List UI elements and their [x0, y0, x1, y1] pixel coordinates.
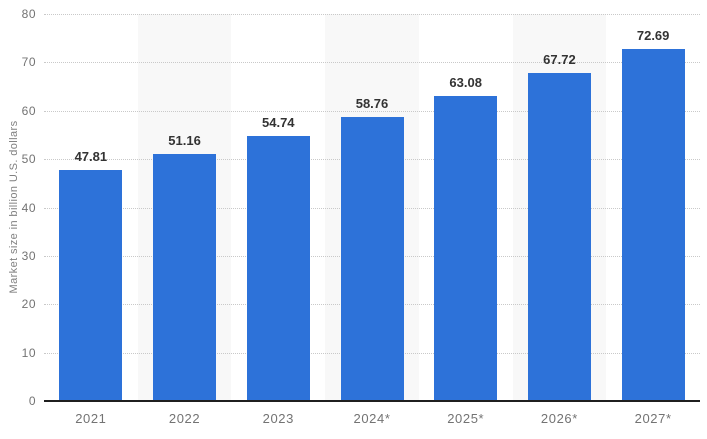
y-tick-label: 40: [21, 200, 36, 215]
y-tick-label: 50: [21, 152, 36, 167]
bar-2026[interactable]: [527, 73, 591, 401]
x-tick-label: 2025*: [447, 411, 485, 426]
bar-value-label: 51.16: [168, 132, 201, 148]
bar-value-label: 72.69: [636, 28, 670, 44]
y-tick-label: 0: [28, 394, 36, 408]
bar-2023[interactable]: [246, 136, 310, 401]
y-tick-label: 80: [21, 7, 36, 21]
y-tick-label: 10: [21, 345, 36, 360]
x-tick-label: 2024*: [353, 411, 391, 426]
bar-2021[interactable]: [59, 169, 123, 401]
x-tick-label: 2027*: [634, 411, 672, 426]
bar-value-label: 58.76: [355, 95, 389, 111]
y-tick-label: 20: [21, 297, 36, 312]
bar-2024[interactable]: [340, 116, 404, 401]
bar-value-label: 67.72: [543, 52, 576, 68]
gridline: [44, 14, 700, 15]
bar-2025[interactable]: [434, 95, 498, 401]
x-tick-label: 2022: [168, 411, 201, 426]
bar-2022[interactable]: [153, 153, 217, 401]
x-tick-label: 2026*: [540, 411, 578, 426]
x-tick-label: 2021: [75, 411, 107, 426]
y-tick-label: 30: [21, 248, 36, 263]
bar-value-label: 63.08: [449, 74, 482, 90]
gridline: [44, 62, 700, 64]
gridline: [44, 110, 700, 112]
bar-value-label: 54.74: [262, 115, 295, 131]
y-tick-label: 60: [21, 103, 36, 118]
x-tick-label: 2023: [262, 411, 294, 426]
y-tick-label: 70: [21, 55, 36, 70]
bar-value-label: 47.81: [74, 148, 108, 164]
bar-2027[interactable]: [621, 49, 685, 401]
x-axis-line: [44, 400, 700, 402]
